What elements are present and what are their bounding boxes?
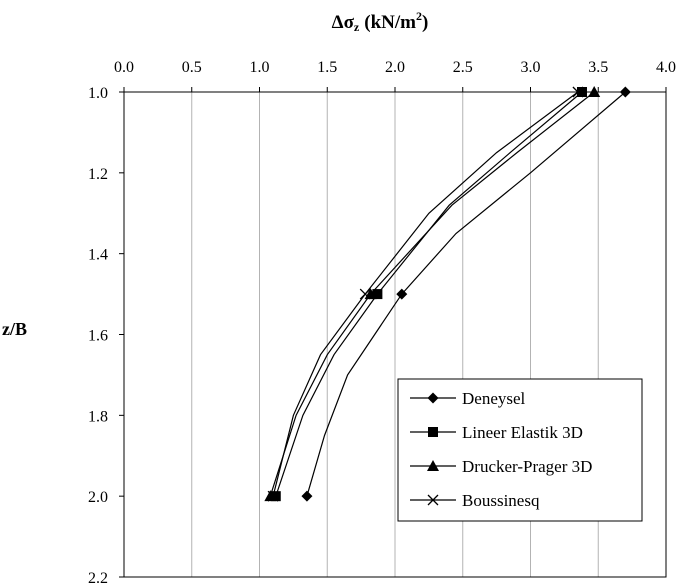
data-point-diamond [619,86,631,98]
x-axis-label-unit-sup: 2 [416,9,422,23]
x-tick-label: 3.5 [588,59,608,76]
x-tick-label: 1.5 [317,59,337,76]
x-axis-label-sub: z [354,20,360,34]
series-line-deneysel [306,91,626,497]
data-point-square [372,289,383,300]
data-point-triangle [588,86,601,97]
x-tick-label: 2.0 [385,59,405,76]
legend-marker-triangle [427,460,439,471]
y-tick-label: 1.4 [88,247,108,264]
y-axis-label: z/B [2,319,27,339]
legend: Deneysel Lineer Elastik 3D Drucker-Prager … [397,378,643,522]
y-tick-label: 1.6 [88,328,108,345]
data-point-x [267,490,279,502]
data-point-x [359,288,371,300]
legend-label: Drucker-Prager 3D [462,457,592,476]
data-point-x [572,86,584,98]
y-tick-label: 1.0 [88,85,108,102]
y-tick-label: 1.2 [88,166,108,183]
x-tick-label: 1.0 [250,59,270,76]
x-axis-ticks: 0.0 0.5 1.0 1.5 2.0 2.5 3.0 3.5 4.0 [114,59,676,92]
x-tick-label: 4.0 [656,59,676,76]
legend-label: Boussinesq [462,491,540,510]
data-point-diamond [301,490,313,502]
x-axis-label-unit: (kN/m [364,12,416,33]
x-axis-label-main: Δσ [332,12,355,33]
legend-marker-x [427,494,439,506]
y-axis-ticks: 1.0 1.2 1.4 1.6 1.8 2.0 2.2 [88,85,124,587]
series-group [264,86,631,502]
series-boussinesq [267,86,584,502]
series-lineer-elastik-3d [270,87,587,502]
legend-box [397,378,643,522]
x-tick-label: 3.0 [521,59,541,76]
y-tick-label: 2.0 [88,489,108,506]
data-point-triangle [264,490,277,502]
y-tick-label: 2.2 [88,570,108,587]
legend-label: Lineer Elastik 3D [462,423,583,442]
x-axis-label: Δσz (kN/m2) [332,9,429,34]
x-axis-label-unit-end: ) [422,12,428,33]
y-tick-label: 1.8 [88,408,108,425]
data-point-diamond [396,288,408,300]
legend-label: Deneysel [462,389,526,408]
legend-marker-diamond [427,392,439,404]
series-deneysel [301,86,631,502]
legend-marker-square [428,427,438,437]
x-tick-label: 2.5 [453,59,473,76]
x-tick-label: 0.0 [114,59,134,76]
data-point-square [270,491,281,502]
data-point-square [576,87,587,97]
x-tick-label: 0.5 [182,59,202,76]
